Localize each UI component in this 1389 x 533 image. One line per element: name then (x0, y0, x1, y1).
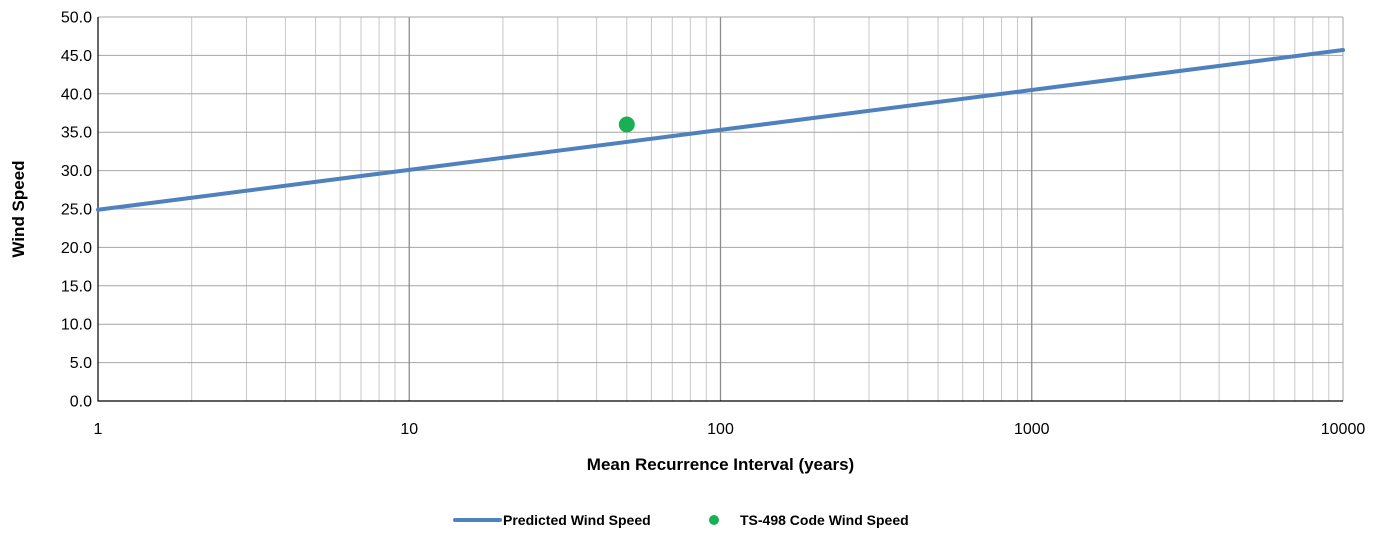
y-axis-title: Wind Speed (9, 160, 28, 257)
y-tick-labels: 0.0 5.0 10.0 15.0 20.0 25.0 30.0 35.0 40.0 45.0 50… (61, 10, 92, 411)
x-tick-label: 1 (94, 421, 103, 438)
legend-label-code: TS-498 Code Wind Speed (740, 512, 909, 528)
x-axis-title: Mean Recurrence Interval (years) (587, 455, 854, 474)
y-tick-label: 35.0 (61, 125, 92, 142)
code-wind-speed-point (618, 116, 635, 133)
predicted-wind-speed-line (96, 48, 1345, 212)
x-tick-label: 10000 (1321, 421, 1366, 438)
y-tick-label: 5.0 (70, 355, 92, 372)
y-tick-label: 15.0 (61, 278, 92, 295)
y-tick-label: 25.0 (61, 202, 92, 219)
series-layer (96, 48, 1345, 212)
major-gridlines (98, 17, 1343, 401)
x-tick-labels: 1 10 100 1000 10000 (94, 421, 1366, 438)
legend-dot-swatch (709, 515, 719, 525)
y-tick-label: 20.0 (61, 240, 92, 257)
y-tick-label: 45.0 (61, 48, 92, 65)
legend-label-predicted: Predicted Wind Speed (503, 512, 651, 528)
x-tick-label: 10 (400, 421, 418, 438)
y-tick-label: 30.0 (61, 163, 92, 180)
x-tick-label: 1000 (1014, 421, 1050, 438)
y-tick-label: 50.0 (61, 10, 92, 27)
legend: Predicted Wind Speed TS-498 Code Wind Sp… (453, 512, 909, 528)
y-tick-label: 10.0 (61, 317, 92, 334)
x-tick-label: 100 (707, 421, 734, 438)
y-tick-label: 40.0 (61, 86, 92, 103)
y-tick-label: 0.0 (70, 394, 92, 411)
